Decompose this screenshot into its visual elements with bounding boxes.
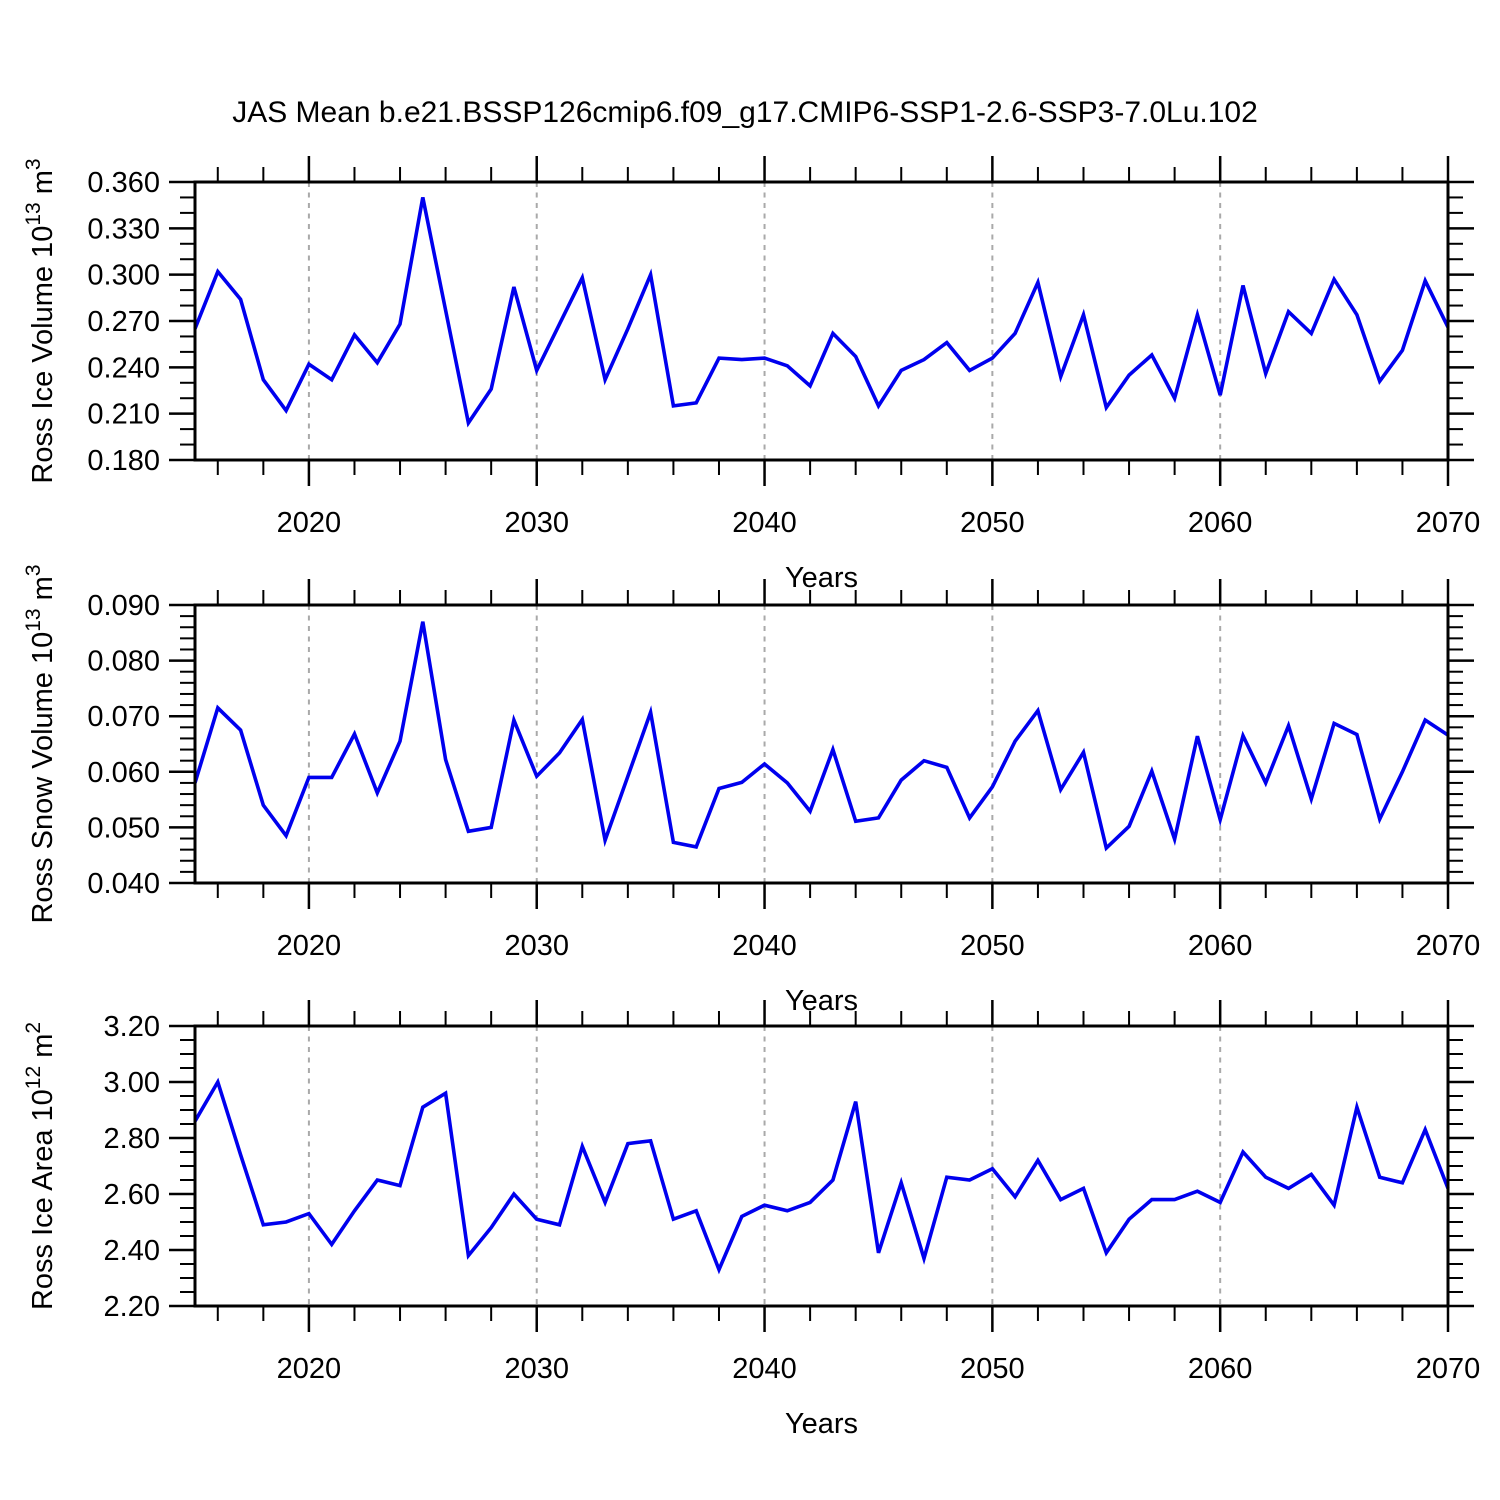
x-tick-label: 2020 bbox=[277, 930, 342, 962]
plot-frame bbox=[193, 180, 1450, 462]
y-tick-label: 0.040 bbox=[87, 868, 160, 900]
x-tick-label: 2060 bbox=[1188, 930, 1253, 962]
y-tick-label: 2.40 bbox=[104, 1235, 160, 1267]
x-tick-label: 2070 bbox=[1416, 930, 1481, 962]
y-tick-label: 0.080 bbox=[87, 646, 160, 678]
y-tick-label: 0.060 bbox=[87, 757, 160, 789]
y-tick-label: 3.20 bbox=[104, 1011, 160, 1043]
x-tick-label: 2030 bbox=[504, 507, 569, 539]
y-tick-label: 2.60 bbox=[104, 1179, 160, 1211]
y-axis-title: Ross Snow Volume 1013 m3 bbox=[22, 564, 59, 923]
x-tick-label: 2040 bbox=[732, 930, 797, 962]
ross-snow-volume-line bbox=[193, 621, 1449, 852]
chart-title: JAS Mean b.e21.BSSP126cmip6.f09_g17.CMIP… bbox=[232, 96, 1258, 129]
x-tick-label: 2030 bbox=[504, 1353, 569, 1385]
y-axis-title: Ross Ice Volume 1013 m3 bbox=[22, 158, 59, 483]
x-tick-label: 2040 bbox=[732, 1353, 797, 1385]
y-tick-label: 0.240 bbox=[87, 352, 160, 384]
y-tick-label: 3.00 bbox=[104, 1067, 160, 1099]
x-tick-label: 2020 bbox=[277, 507, 342, 539]
x-tick-label: 2060 bbox=[1188, 507, 1253, 539]
x-tick-label: 2020 bbox=[277, 1353, 342, 1385]
x-axis-title: Years bbox=[785, 562, 858, 594]
panel-ross-snow-volume: 2020 2030 2040 2050 2060 2070 0.040 0.050 0.060 0… bbox=[22, 564, 1480, 1017]
x-tick-label: 2050 bbox=[960, 1353, 1025, 1385]
y-axis-title: Ross Ice Area 1012 m2 bbox=[22, 1022, 59, 1310]
x-tick-label: 2040 bbox=[732, 507, 797, 539]
y-tick-label: 2.20 bbox=[104, 1291, 160, 1323]
x-axis-title: Years bbox=[785, 1408, 858, 1440]
y-tick-label: 0.050 bbox=[87, 812, 160, 844]
x-axis-title: Years bbox=[785, 985, 858, 1017]
x-tick-label: 2030 bbox=[504, 930, 569, 962]
y-tick-label: 0.330 bbox=[87, 213, 160, 245]
x-tick-label: 2060 bbox=[1188, 1353, 1253, 1385]
y-tick-label: 0.090 bbox=[87, 590, 160, 622]
y-tick-label: 0.180 bbox=[87, 445, 160, 477]
y-tick-label: 0.210 bbox=[87, 399, 160, 431]
ross-ice-volume-line bbox=[193, 197, 1450, 428]
y-tick-label: 0.360 bbox=[87, 167, 160, 199]
ross-ice-area-line bbox=[193, 1077, 1450, 1275]
y-tick-label: 2.80 bbox=[104, 1123, 160, 1155]
x-tick-label: 2050 bbox=[960, 930, 1025, 962]
x-tick-label: 2070 bbox=[1416, 1353, 1481, 1385]
y-tick-label: 0.070 bbox=[87, 701, 160, 733]
panel-ross-ice-volume: 2020 2030 2040 2050 2060 2070 0.180 0.210 0.240 0… bbox=[22, 156, 1480, 594]
plot-frame bbox=[193, 1024, 1450, 1308]
y-tick-label: 0.300 bbox=[87, 260, 160, 292]
y-tick-label: 0.270 bbox=[87, 306, 160, 338]
plot-frame bbox=[193, 603, 1450, 885]
panel-ross-ice-area: 2020 2030 2040 2050 2060 2070 2.20 2.40 2.60 2.80… bbox=[22, 1000, 1480, 1440]
x-tick-label: 2070 bbox=[1416, 507, 1481, 539]
x-tick-label: 2050 bbox=[960, 507, 1025, 539]
